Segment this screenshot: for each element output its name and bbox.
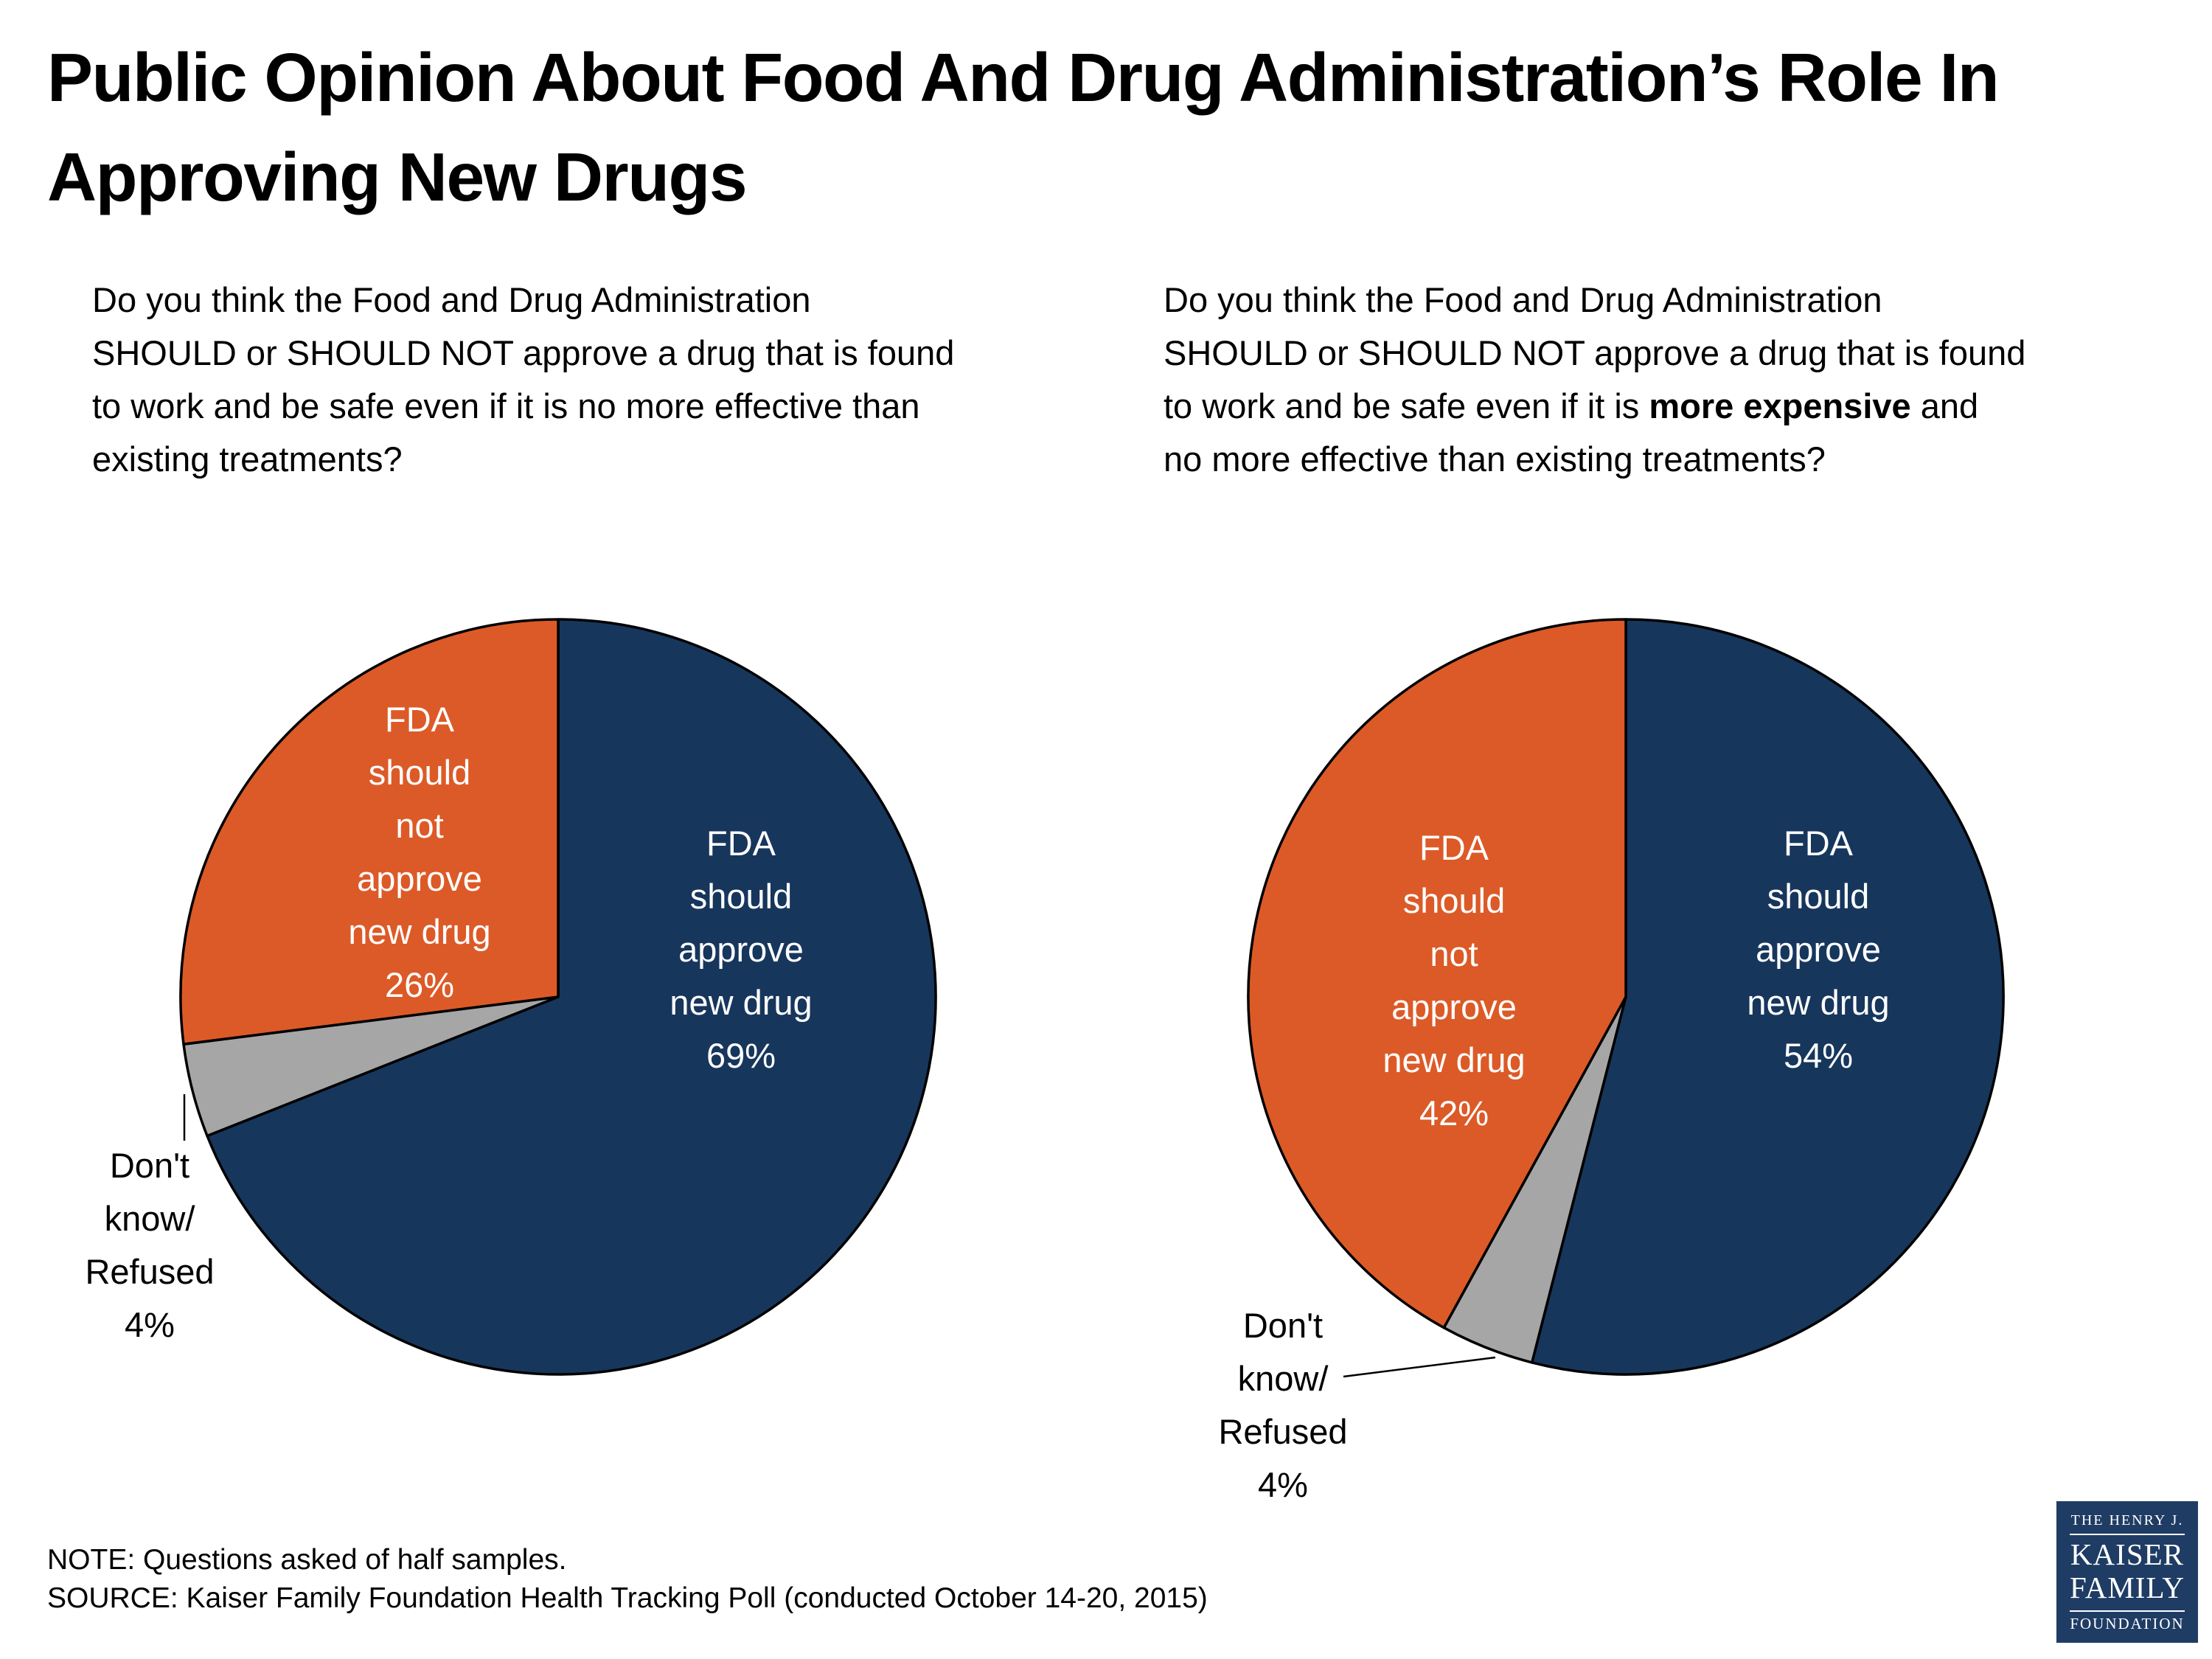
pie-left-label-approve: FDA should approve new drug 69%	[669, 824, 813, 1075]
page-title: Public Opinion About Food And Drug Admin…	[47, 39, 2000, 215]
question-left: Do you think the Food and Drug Administr…	[92, 280, 955, 479]
pie-left-label-not-approve: FDA should not approve new drug 26%	[348, 700, 491, 1004]
pie-chart-right	[1247, 618, 2005, 1376]
note-text: NOTE: Questions asked of half samples.	[47, 1544, 567, 1576]
logo-rule-top	[2070, 1534, 2185, 1535]
pie-slice-fda-should-approve-new-drug	[1530, 618, 2005, 1376]
question-right: Do you think the Food and Drug Administr…	[1164, 274, 2025, 486]
pie-slice-fda-should-approve-new-drug	[206, 618, 937, 1376]
pie-right-label-not-approve: FDA should not approve new drug 42%	[1382, 828, 1526, 1133]
pie-left-label-dont-know: Don't know/ Refused 4%	[85, 1146, 215, 1344]
question-right-text-2: and no more effective than existing trea…	[1164, 386, 1979, 479]
pie-right-label-dont-know: Don't know/ Refused 4%	[1218, 1306, 1348, 1504]
pie-slice-fda-should-not-approve-new-drug	[1247, 618, 1627, 1329]
source-text: SOURCE: Kaiser Family Foundation Health …	[47, 1582, 1208, 1614]
logo-rule-bottom	[2070, 1610, 2185, 1612]
footnote-block: NOTE: Questions asked of half samples. S…	[47, 1541, 1208, 1618]
question-right-text-1: Do you think the Food and Drug Administr…	[1164, 280, 2026, 425]
pie-right-label-approve: FDA should approve new drug 54%	[1747, 824, 1890, 1075]
pie-slice-fda-should-not-approve-new-drug	[179, 618, 560, 1046]
question-right-bold-text: more expensive	[1649, 386, 1911, 425]
logo-line-foundation: FOUNDATION	[2070, 1615, 2185, 1632]
logo-line-family: FAMILY	[2069, 1571, 2185, 1604]
logo-line-henry-j: THE HENRY J.	[2070, 1512, 2184, 1528]
logo-line-kaiser: KAISER	[2070, 1537, 2185, 1571]
pie-chart-left	[179, 618, 937, 1376]
kaiser-family-foundation-logo: THE HENRY J. KAISER FAMILY FOUNDATION	[2056, 1501, 2198, 1643]
